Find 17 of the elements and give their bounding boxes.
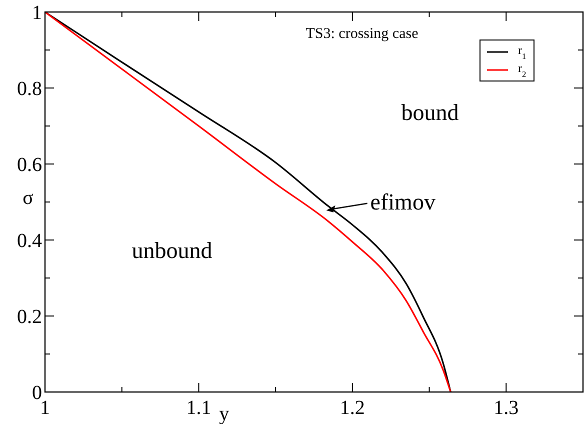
y-tick-label: 1 <box>32 2 42 24</box>
annotation: efimov <box>370 189 436 214</box>
annotation: TS3: crossing case <box>306 26 419 42</box>
x-tick-label: 1.2 <box>340 397 365 419</box>
legend-label: r$_{1}$ <box>518 43 526 60</box>
x-axis-title: y <box>219 403 230 424</box>
y-tick-label: 0.6 <box>17 154 42 176</box>
y-axis-title: σ <box>22 187 34 209</box>
y-tick-label: 0.2 <box>17 306 42 328</box>
annotation: bound <box>401 100 460 125</box>
x-tick-label: 1.1 <box>186 397 212 419</box>
y-tick-label: 0.8 <box>17 78 42 100</box>
y-tick-label: 0 <box>32 382 42 404</box>
legend-label: r$_{2}$ <box>518 61 526 78</box>
annotation: unbound <box>132 238 213 263</box>
y-tick-label: 0.4 <box>17 230 42 252</box>
x-tick-label: 1.3 <box>494 397 519 419</box>
